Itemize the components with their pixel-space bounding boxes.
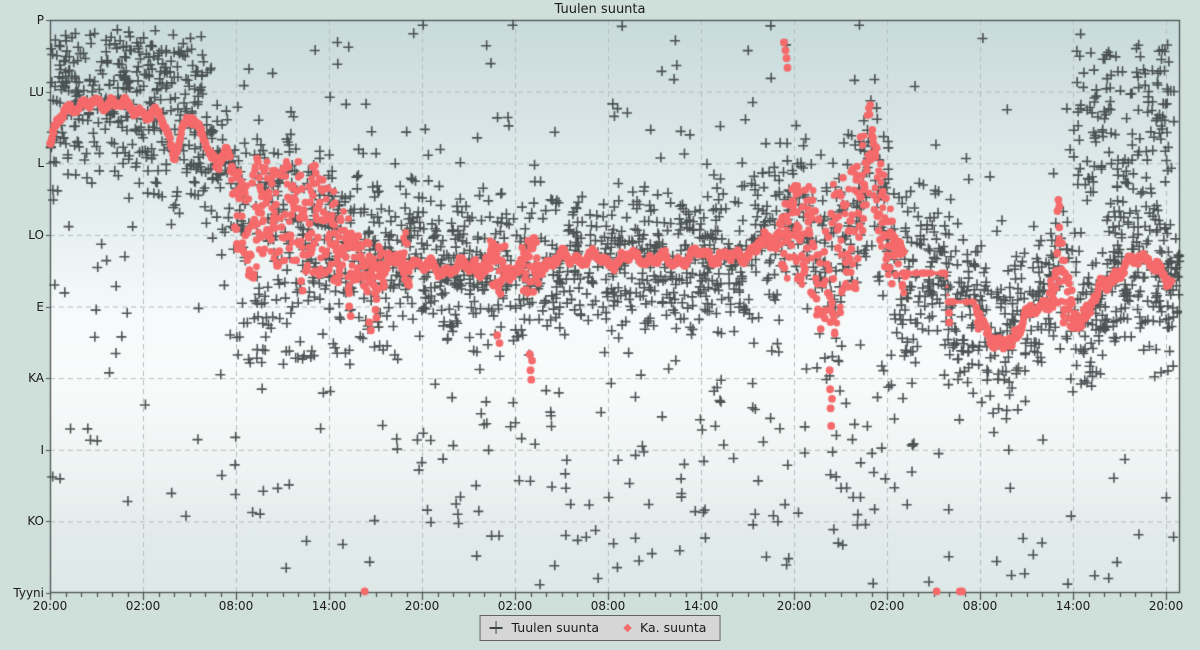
y-tick-label: LU: [29, 84, 44, 99]
y-tick-label: KO: [27, 514, 44, 529]
legend: Tuulen suunta Ka. suunta: [479, 615, 721, 641]
legend-label: Tuulen suunta: [511, 620, 600, 635]
x-tick-label: 08:00: [590, 599, 626, 613]
y-tick-label: Tyyni: [13, 586, 44, 600]
x-tick-label: 02:00: [497, 599, 533, 613]
x-tick-label: 20:00: [404, 599, 440, 613]
y-tick-label: KA: [28, 371, 44, 386]
x-tick-label: 02:00: [125, 599, 161, 613]
legend-item-average-direction: Ka. suunta: [623, 620, 707, 635]
diamond-marker-icon: [623, 623, 633, 632]
x-tick-label: 20:00: [32, 599, 68, 613]
x-tick-label: 20:00: [1148, 599, 1184, 613]
plus-marker-icon: [489, 621, 503, 634]
x-tick-label: 08:00: [218, 599, 254, 613]
x-tick-label: 02:00: [869, 599, 905, 613]
y-tick-label: E: [36, 299, 44, 314]
legend-label: Ka. suunta: [640, 620, 707, 635]
x-tick-label: 14:00: [1055, 599, 1091, 613]
y-tick-label: I: [40, 442, 44, 457]
y-tick-label: L: [37, 156, 44, 171]
x-tick-label: 08:00: [962, 599, 998, 613]
y-tick-label: P: [36, 13, 44, 27]
x-tick-label: 14:00: [683, 599, 719, 613]
legend-item-wind-direction: Tuulen suunta: [489, 620, 600, 635]
x-tick-label: 14:00: [311, 599, 347, 613]
x-tick-label: 20:00: [776, 599, 812, 613]
y-tick-label: LO: [28, 227, 44, 242]
